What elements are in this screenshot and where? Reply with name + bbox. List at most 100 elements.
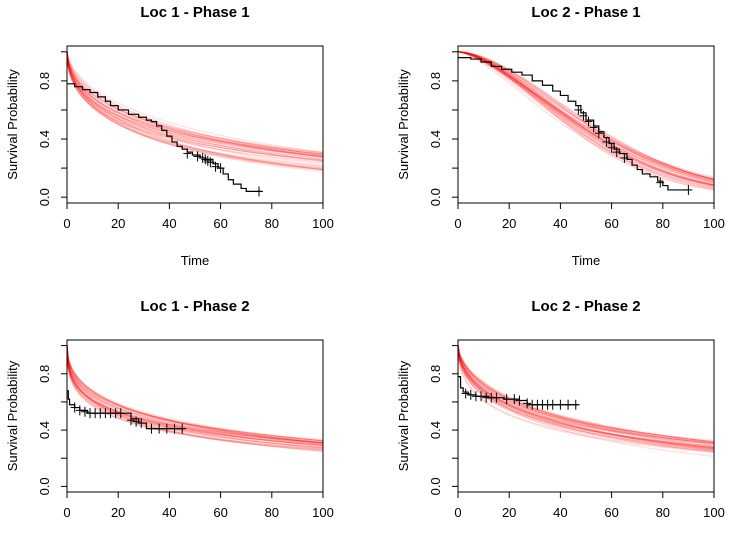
censor-mark xyxy=(656,177,665,188)
model-curve xyxy=(67,345,323,444)
plot-frame xyxy=(66,339,324,493)
model-curve xyxy=(458,345,714,443)
censor-mark xyxy=(206,157,215,168)
model-curve xyxy=(458,51,714,182)
model-curve xyxy=(67,51,323,169)
model-curve xyxy=(67,51,323,157)
chart-title: Loc 2 - Phase 1 xyxy=(531,4,640,21)
censor-mark xyxy=(211,161,220,172)
model-curve xyxy=(67,345,323,445)
censor-mark xyxy=(461,388,470,399)
model-curve xyxy=(458,51,714,191)
x-tick-label: 80 xyxy=(265,216,279,231)
panel-2: 0 20 40 60 80 100 0.0 0.4 0.8 Loc 2 - Phase 1 Surv… xyxy=(396,4,725,268)
model-curve xyxy=(67,345,323,442)
model-curve xyxy=(458,345,714,443)
model-curve xyxy=(67,345,323,442)
model-curve xyxy=(67,345,323,444)
x-tick-label: 40 xyxy=(162,216,176,231)
plot-frame xyxy=(66,45,324,204)
model-curve xyxy=(458,51,714,180)
model-curve xyxy=(67,51,323,158)
model-curve xyxy=(67,51,323,159)
y-tick-label: 0.0 xyxy=(37,477,52,495)
model-curve xyxy=(458,345,714,443)
model-curve xyxy=(67,51,323,155)
chart-title: Loc 1 - Phase 1 xyxy=(140,4,249,21)
model-curve xyxy=(458,345,714,448)
censor-mark xyxy=(178,423,187,434)
y-tick-label: 0.4 xyxy=(37,421,52,439)
model-curve xyxy=(67,51,323,170)
model-curve xyxy=(67,345,323,444)
model-curve xyxy=(67,51,323,157)
y-axis-label: Survival Probability xyxy=(5,69,20,180)
censor-mark xyxy=(193,151,202,162)
model-curve xyxy=(458,51,714,186)
model-curve xyxy=(67,345,323,453)
model-curve xyxy=(67,345,323,446)
model-curve xyxy=(458,51,714,186)
model-curve xyxy=(67,51,323,156)
x-axis-label: Time xyxy=(572,253,600,268)
censor-mark xyxy=(510,394,519,405)
x-tick-label: 60 xyxy=(213,216,227,231)
censor-mark xyxy=(137,418,146,429)
model-curve xyxy=(67,345,323,449)
model-curve xyxy=(458,345,714,445)
censor-mark xyxy=(255,186,263,197)
model-curve xyxy=(458,51,714,188)
model-curve xyxy=(67,345,323,444)
model-curve xyxy=(67,51,323,155)
x-tick-label: 60 xyxy=(604,216,618,231)
km-step-line xyxy=(458,57,689,191)
model-curve xyxy=(458,345,714,453)
model-curve xyxy=(458,51,714,184)
censor-mark xyxy=(589,122,598,133)
y-tick-label: 0.8 xyxy=(428,365,443,383)
model-curve xyxy=(67,345,323,442)
censor-mark xyxy=(170,423,179,434)
censor-mark xyxy=(492,392,501,403)
model-curve xyxy=(67,51,323,167)
x-tick-label: 100 xyxy=(703,505,725,520)
model-curve xyxy=(67,345,323,452)
x-axis-label: Time xyxy=(181,253,209,268)
chart-title: Loc 2 - Phase 2 xyxy=(531,298,640,315)
censor-mark xyxy=(612,147,621,158)
censor-mark xyxy=(571,399,580,410)
model-curve xyxy=(458,51,714,187)
model-curve xyxy=(67,345,323,446)
model-curve xyxy=(67,51,323,169)
y-tick-label: 0.4 xyxy=(428,421,443,439)
y-tick-label: 0.8 xyxy=(428,72,443,90)
model-curve xyxy=(67,345,323,447)
model-curve xyxy=(458,345,714,452)
model-curve xyxy=(67,345,323,444)
model-curve xyxy=(458,345,714,452)
model-curve xyxy=(67,51,323,172)
model-curve xyxy=(458,51,714,188)
model-curve xyxy=(458,345,714,457)
model-curve xyxy=(458,51,714,181)
model-curve xyxy=(458,51,714,187)
model-curve xyxy=(458,345,714,450)
model-curve xyxy=(67,51,323,153)
model-curve xyxy=(67,51,323,154)
censor-mark xyxy=(523,398,532,409)
model-curve xyxy=(67,51,323,171)
model-curve xyxy=(458,51,714,180)
model-curve xyxy=(458,51,714,178)
model-curve xyxy=(458,51,714,182)
x-tick-label: 0 xyxy=(454,216,461,231)
model-curve xyxy=(67,345,323,448)
censor-mark xyxy=(564,399,573,410)
x-tick-label: 0 xyxy=(63,216,70,231)
model-curve xyxy=(67,345,323,444)
model-curve xyxy=(458,345,714,447)
model-curve xyxy=(67,51,323,171)
model-curve xyxy=(458,51,714,180)
model-curve xyxy=(458,51,714,183)
km-step-line xyxy=(67,83,262,192)
censor-mark xyxy=(155,423,164,434)
